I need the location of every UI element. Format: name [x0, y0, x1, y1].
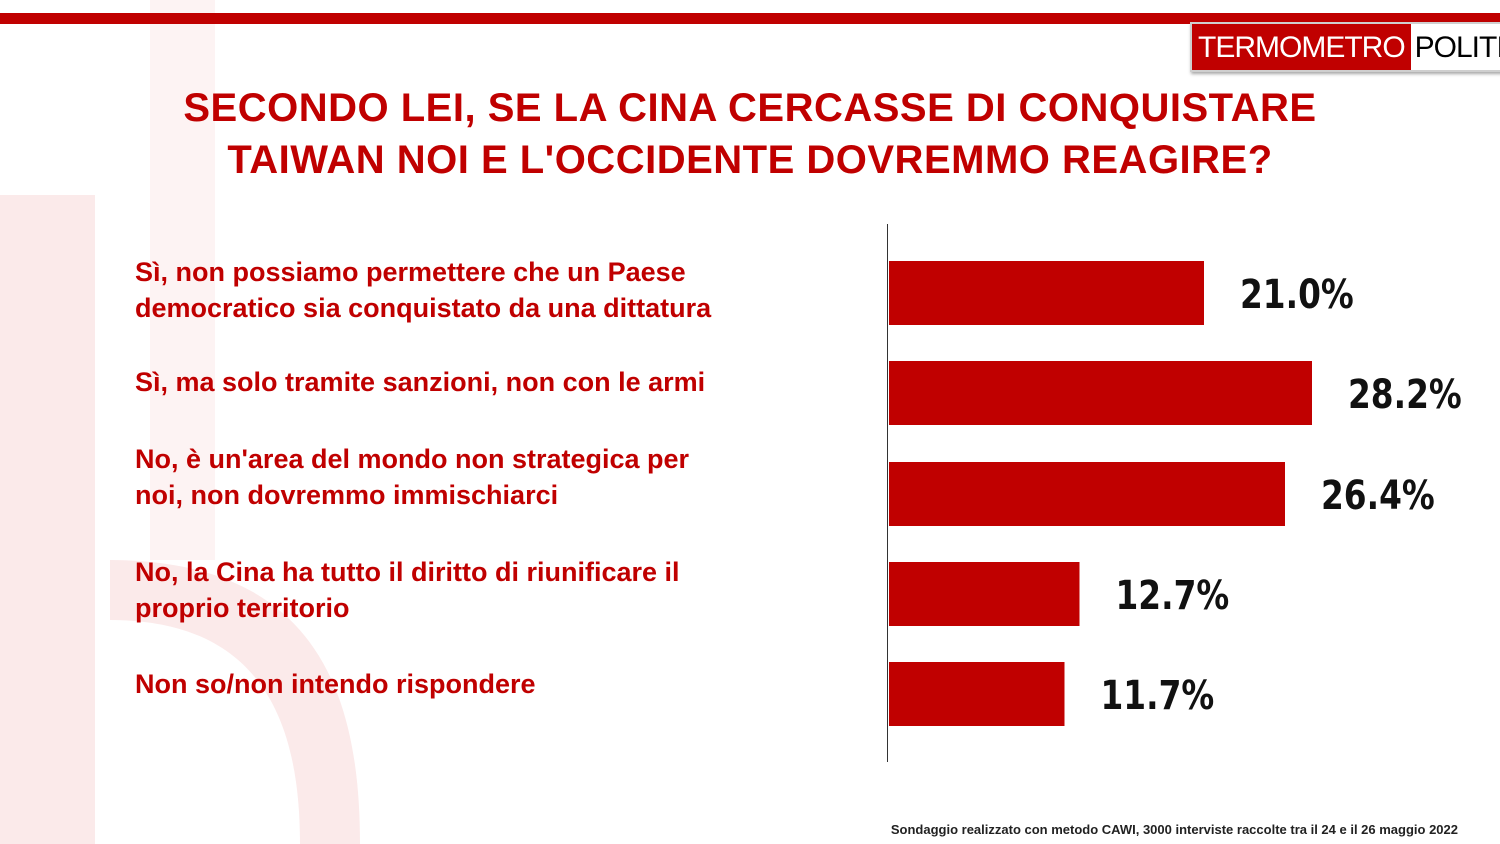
category-label: Sì, non possiamo permettere che un Paese… — [135, 257, 712, 323]
bar — [889, 462, 1285, 526]
category-label: Sì, ma solo tramite sanzioni, non con le… — [135, 367, 706, 397]
top-red-bar — [0, 13, 1500, 24]
data-label: 26.4% — [1321, 472, 1435, 519]
chart-title: SECONDO LEI, SE LA CINA CERCASSE DI CONQ… — [100, 82, 1400, 186]
data-label: 12.7% — [1116, 572, 1230, 619]
data-label: 28.2% — [1348, 371, 1462, 418]
category-label: No, è un'area del mondo non strategica p… — [135, 444, 690, 510]
category-label: No, la Cina ha tutto il diritto di riuni… — [135, 557, 680, 623]
chart-title-line: SECONDO LEI, SE LA CINA CERCASSE DI CONQ… — [183, 86, 1317, 130]
y-axis-line — [887, 224, 888, 762]
bar — [889, 361, 1312, 425]
termometro-politico-logo: TERMOMETRO POLITICO — [1190, 22, 1500, 72]
bar — [889, 662, 1065, 726]
survey-footnote: Sondaggio realizzato con metodo CAWI, 30… — [890, 822, 1458, 837]
data-label: 21.0% — [1240, 271, 1354, 318]
bar — [889, 261, 1204, 325]
chart-title-line: TAIWAN NOI E L'OCCIDENTE DOVREMMO REAGIR… — [227, 138, 1273, 182]
category-label: Non so/non intendo rispondere — [135, 669, 536, 699]
bar — [889, 562, 1080, 626]
data-label: 11.7% — [1101, 672, 1215, 719]
